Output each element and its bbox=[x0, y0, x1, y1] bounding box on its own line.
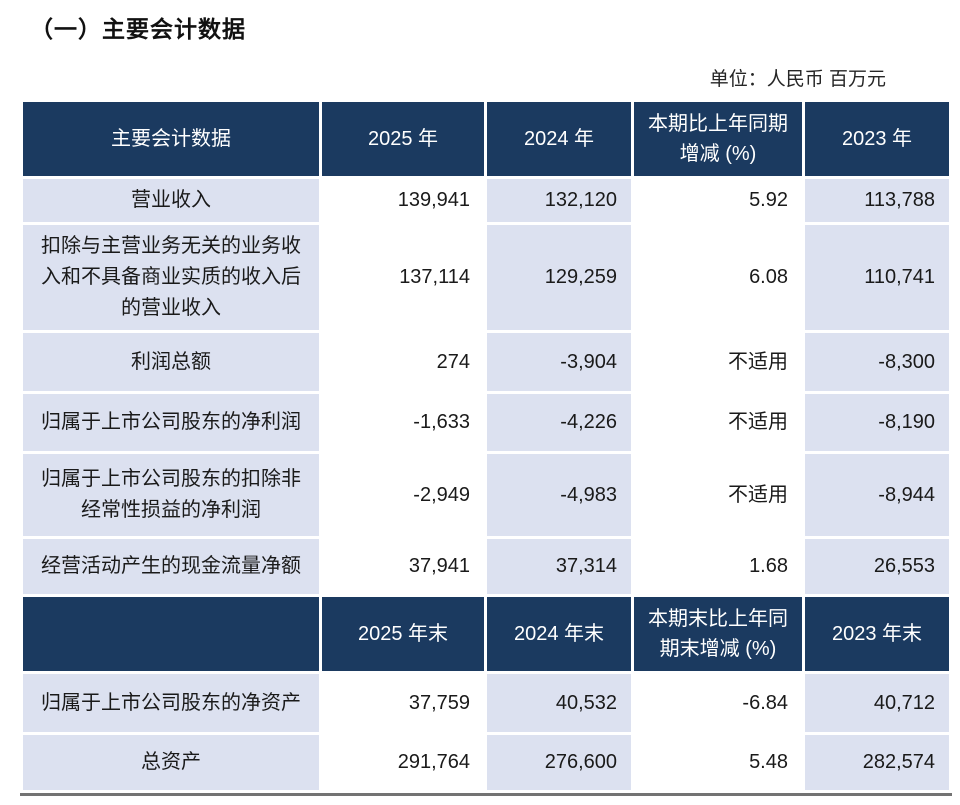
header-cell-2025: 2025 年 bbox=[322, 102, 484, 176]
value-change: 5.48 bbox=[634, 735, 802, 790]
header-cell-2024-end: 2024 年末 bbox=[487, 597, 631, 671]
value-2025: 37,759 bbox=[322, 674, 484, 732]
unit-label: 单位：人民币 百万元 bbox=[709, 69, 886, 90]
value-2023: 40,712 bbox=[805, 674, 949, 732]
value-change: 不适用 bbox=[634, 333, 802, 391]
value-2025: 274 bbox=[322, 333, 484, 391]
header-cell-2023-end: 2023 年末 bbox=[805, 597, 949, 671]
value-2023: -8,190 bbox=[805, 394, 949, 451]
value-2025: 137,114 bbox=[322, 225, 484, 330]
value-2024: -3,904 bbox=[487, 333, 631, 391]
table-row: 归属于上市公司股东的扣除非经常性损益的净利润 -2,949 -4,983 不适用… bbox=[23, 454, 949, 536]
table-row: 经营活动产生的现金流量净额 37,941 37,314 1.68 26,553 bbox=[23, 539, 949, 594]
value-2023: 113,788 bbox=[805, 179, 949, 222]
table-row: 总资产 291,764 276,600 5.48 282,574 bbox=[23, 735, 949, 790]
header-cell-end-change: 本期末比上年同期末增减 (%) bbox=[634, 597, 802, 671]
table-row: 扣除与主营业务无关的业务收入和不具备商业实质的收入后的营业收入 137,114 … bbox=[23, 225, 949, 330]
accounting-data-table: 主要会计数据 2025 年 2024 年 本期比上年同期增减 (%) 2023 … bbox=[20, 99, 952, 793]
value-2025: 291,764 bbox=[322, 735, 484, 790]
value-2023: -8,300 bbox=[805, 333, 949, 391]
row-label: 营业收入 bbox=[23, 179, 319, 222]
value-2024: 37,314 bbox=[487, 539, 631, 594]
value-2024: -4,226 bbox=[487, 394, 631, 451]
row-label: 利润总额 bbox=[23, 333, 319, 391]
value-2025: 37,941 bbox=[322, 539, 484, 594]
value-2023: 110,741 bbox=[805, 225, 949, 330]
value-change: 不适用 bbox=[634, 454, 802, 536]
header-cell-blank bbox=[23, 597, 319, 671]
table-row: 归属于上市公司股东的净利润 -1,633 -4,226 不适用 -8,190 bbox=[23, 394, 949, 451]
value-2025: 139,941 bbox=[322, 179, 484, 222]
header-cell-2025-end: 2025 年末 bbox=[322, 597, 484, 671]
section-title: （一）主要会计数据 bbox=[30, 16, 246, 42]
value-2025: -2,949 bbox=[322, 454, 484, 536]
header-cell-2024: 2024 年 bbox=[487, 102, 631, 176]
table-row: 利润总额 274 -3,904 不适用 -8,300 bbox=[23, 333, 949, 391]
value-2025: -1,633 bbox=[322, 394, 484, 451]
value-2023: -8,944 bbox=[805, 454, 949, 536]
header-row-year-end: 2025 年末 2024 年末 本期末比上年同期末增减 (%) 2023 年末 bbox=[23, 597, 949, 671]
table-row: 营业收入 139,941 132,120 5.92 113,788 bbox=[23, 179, 949, 222]
value-2023: 282,574 bbox=[805, 735, 949, 790]
value-2024: -4,983 bbox=[487, 454, 631, 536]
value-change: 6.08 bbox=[634, 225, 802, 330]
value-2024: 40,532 bbox=[487, 674, 631, 732]
value-change: 5.92 bbox=[634, 179, 802, 222]
value-change: -6.84 bbox=[634, 674, 802, 732]
row-label: 扣除与主营业务无关的业务收入和不具备商业实质的收入后的营业收入 bbox=[23, 225, 319, 330]
value-change: 1.68 bbox=[634, 539, 802, 594]
value-2024: 129,259 bbox=[487, 225, 631, 330]
table-row: 归属于上市公司股东的净资产 37,759 40,532 -6.84 40,712 bbox=[23, 674, 949, 732]
row-label: 归属于上市公司股东的净利润 bbox=[23, 394, 319, 451]
value-change: 不适用 bbox=[634, 394, 802, 451]
header-cell-change: 本期比上年同期增减 (%) bbox=[634, 102, 802, 176]
value-2024: 132,120 bbox=[487, 179, 631, 222]
table-bottom-rule bbox=[20, 793, 952, 796]
header-row-annual: 主要会计数据 2025 年 2024 年 本期比上年同期增减 (%) 2023 … bbox=[23, 102, 949, 176]
header-cell-metric: 主要会计数据 bbox=[23, 102, 319, 176]
row-label: 经营活动产生的现金流量净额 bbox=[23, 539, 319, 594]
row-label: 归属于上市公司股东的扣除非经常性损益的净利润 bbox=[23, 454, 319, 536]
header-cell-2023: 2023 年 bbox=[805, 102, 949, 176]
row-label: 总资产 bbox=[23, 735, 319, 790]
value-2024: 276,600 bbox=[487, 735, 631, 790]
row-label: 归属于上市公司股东的净资产 bbox=[23, 674, 319, 732]
value-2023: 26,553 bbox=[805, 539, 949, 594]
